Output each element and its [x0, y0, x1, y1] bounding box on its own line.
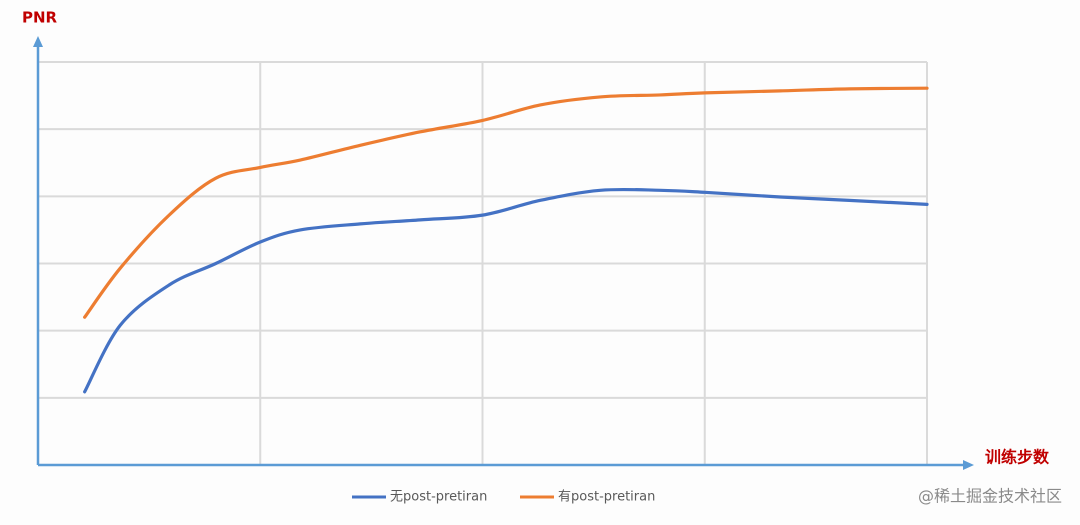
y-axis-arrow	[33, 36, 43, 47]
x-axis-arrow	[963, 460, 974, 470]
lines	[83, 86, 929, 394]
legend-label: 有post-pretiran	[558, 490, 655, 505]
watermark: @稀土掘金技术社区	[918, 487, 1062, 506]
data-line	[83, 86, 929, 319]
x-axis-label: 训练步数	[985, 448, 1050, 467]
y-axis-label: PNR	[22, 9, 58, 27]
axes	[33, 36, 974, 470]
grid	[38, 61, 928, 465]
data-line	[83, 187, 929, 394]
legend: 无post-pretiran 有post-pretiran	[352, 490, 655, 505]
legend-label: 无post-pretiran	[390, 490, 487, 505]
